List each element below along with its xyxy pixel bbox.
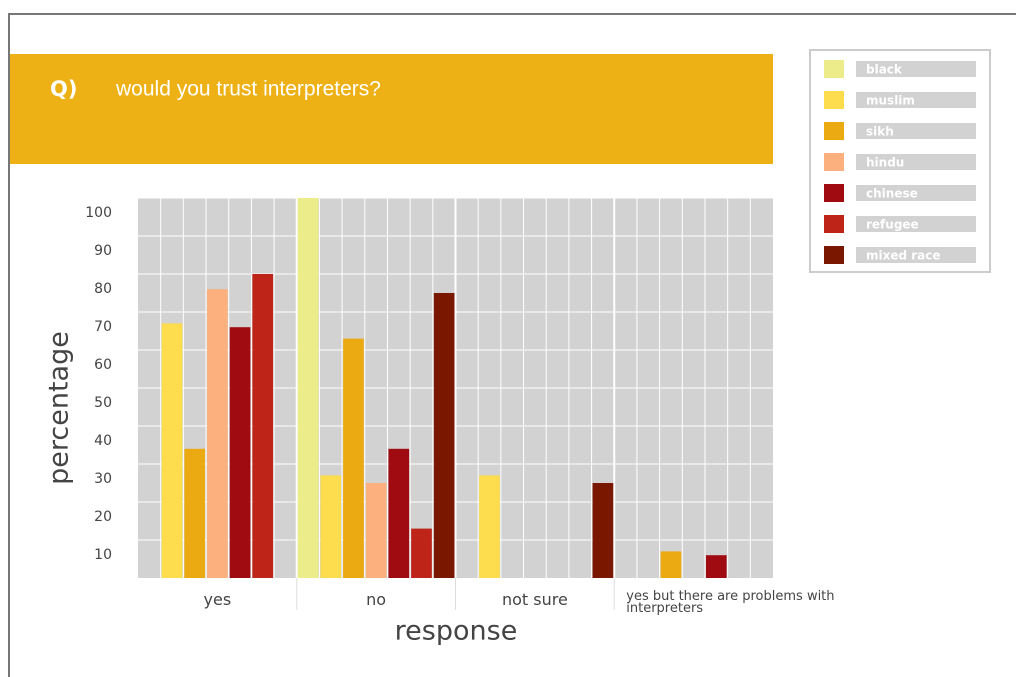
legend-swatch: [824, 60, 844, 78]
bar: [184, 448, 206, 578]
bar: [479, 475, 500, 578]
legend-label: refugee: [866, 218, 919, 232]
legend-label-box: [856, 247, 976, 263]
bar: [660, 551, 682, 578]
y-tick-label: 20: [94, 509, 112, 525]
bar: [207, 289, 228, 578]
bar: [252, 274, 274, 578]
x-axis-label: response: [395, 616, 518, 647]
bar: [705, 555, 727, 578]
y-tick-label: 100: [85, 205, 112, 221]
bar: [297, 198, 319, 578]
legend-label-box: [856, 61, 976, 77]
question-label: Q): [50, 77, 77, 101]
y-tick-label: 50: [94, 395, 112, 411]
legend-label: hindu: [866, 156, 904, 170]
legend-swatch: [824, 122, 844, 140]
legend-swatch: [824, 184, 844, 202]
bar: [229, 327, 251, 578]
x-tick-label: yes: [203, 590, 232, 609]
bar: [343, 338, 364, 578]
y-tick-label: 10: [94, 547, 112, 563]
bar: [320, 475, 342, 578]
legend-label-box: [856, 185, 976, 201]
y-axis-label: percentage: [44, 331, 75, 485]
legend-label-box: [856, 92, 976, 108]
x-tick-label: yes but there are problems with interpre…: [626, 589, 835, 616]
frame: [8, 13, 1016, 677]
legend-swatch: [824, 91, 844, 109]
bar: [411, 528, 432, 578]
legend-swatch: [824, 246, 844, 264]
legend-label: muslim: [866, 94, 915, 108]
y-tick-label: 80: [94, 281, 112, 297]
legend-label: black: [866, 63, 903, 77]
legend-label: sikh: [866, 125, 894, 139]
legend-swatch: [824, 153, 844, 171]
bar: [592, 483, 614, 578]
y-tick-label: 70: [94, 319, 112, 335]
legend-label-box: [856, 123, 976, 139]
legend-swatch: [824, 215, 844, 233]
legend-label: chinese: [866, 187, 918, 201]
y-tick-label: 90: [94, 243, 112, 259]
x-tick-label: no: [366, 590, 387, 609]
y-tick-label: 40: [94, 433, 112, 449]
y-tick-label: 30: [94, 471, 112, 487]
bar: [161, 323, 183, 578]
bar: [433, 293, 455, 578]
chart-title: would you trust interpreters?: [115, 78, 381, 101]
bar: [388, 448, 410, 578]
y-tick-label: 60: [94, 357, 112, 373]
x-tick-label: not sure: [501, 590, 568, 609]
legend-label-box: [856, 154, 976, 170]
legend-label: mixed race: [866, 249, 941, 263]
legend-label-box: [856, 216, 976, 232]
bar: [365, 483, 387, 578]
title-banner: [10, 54, 773, 164]
